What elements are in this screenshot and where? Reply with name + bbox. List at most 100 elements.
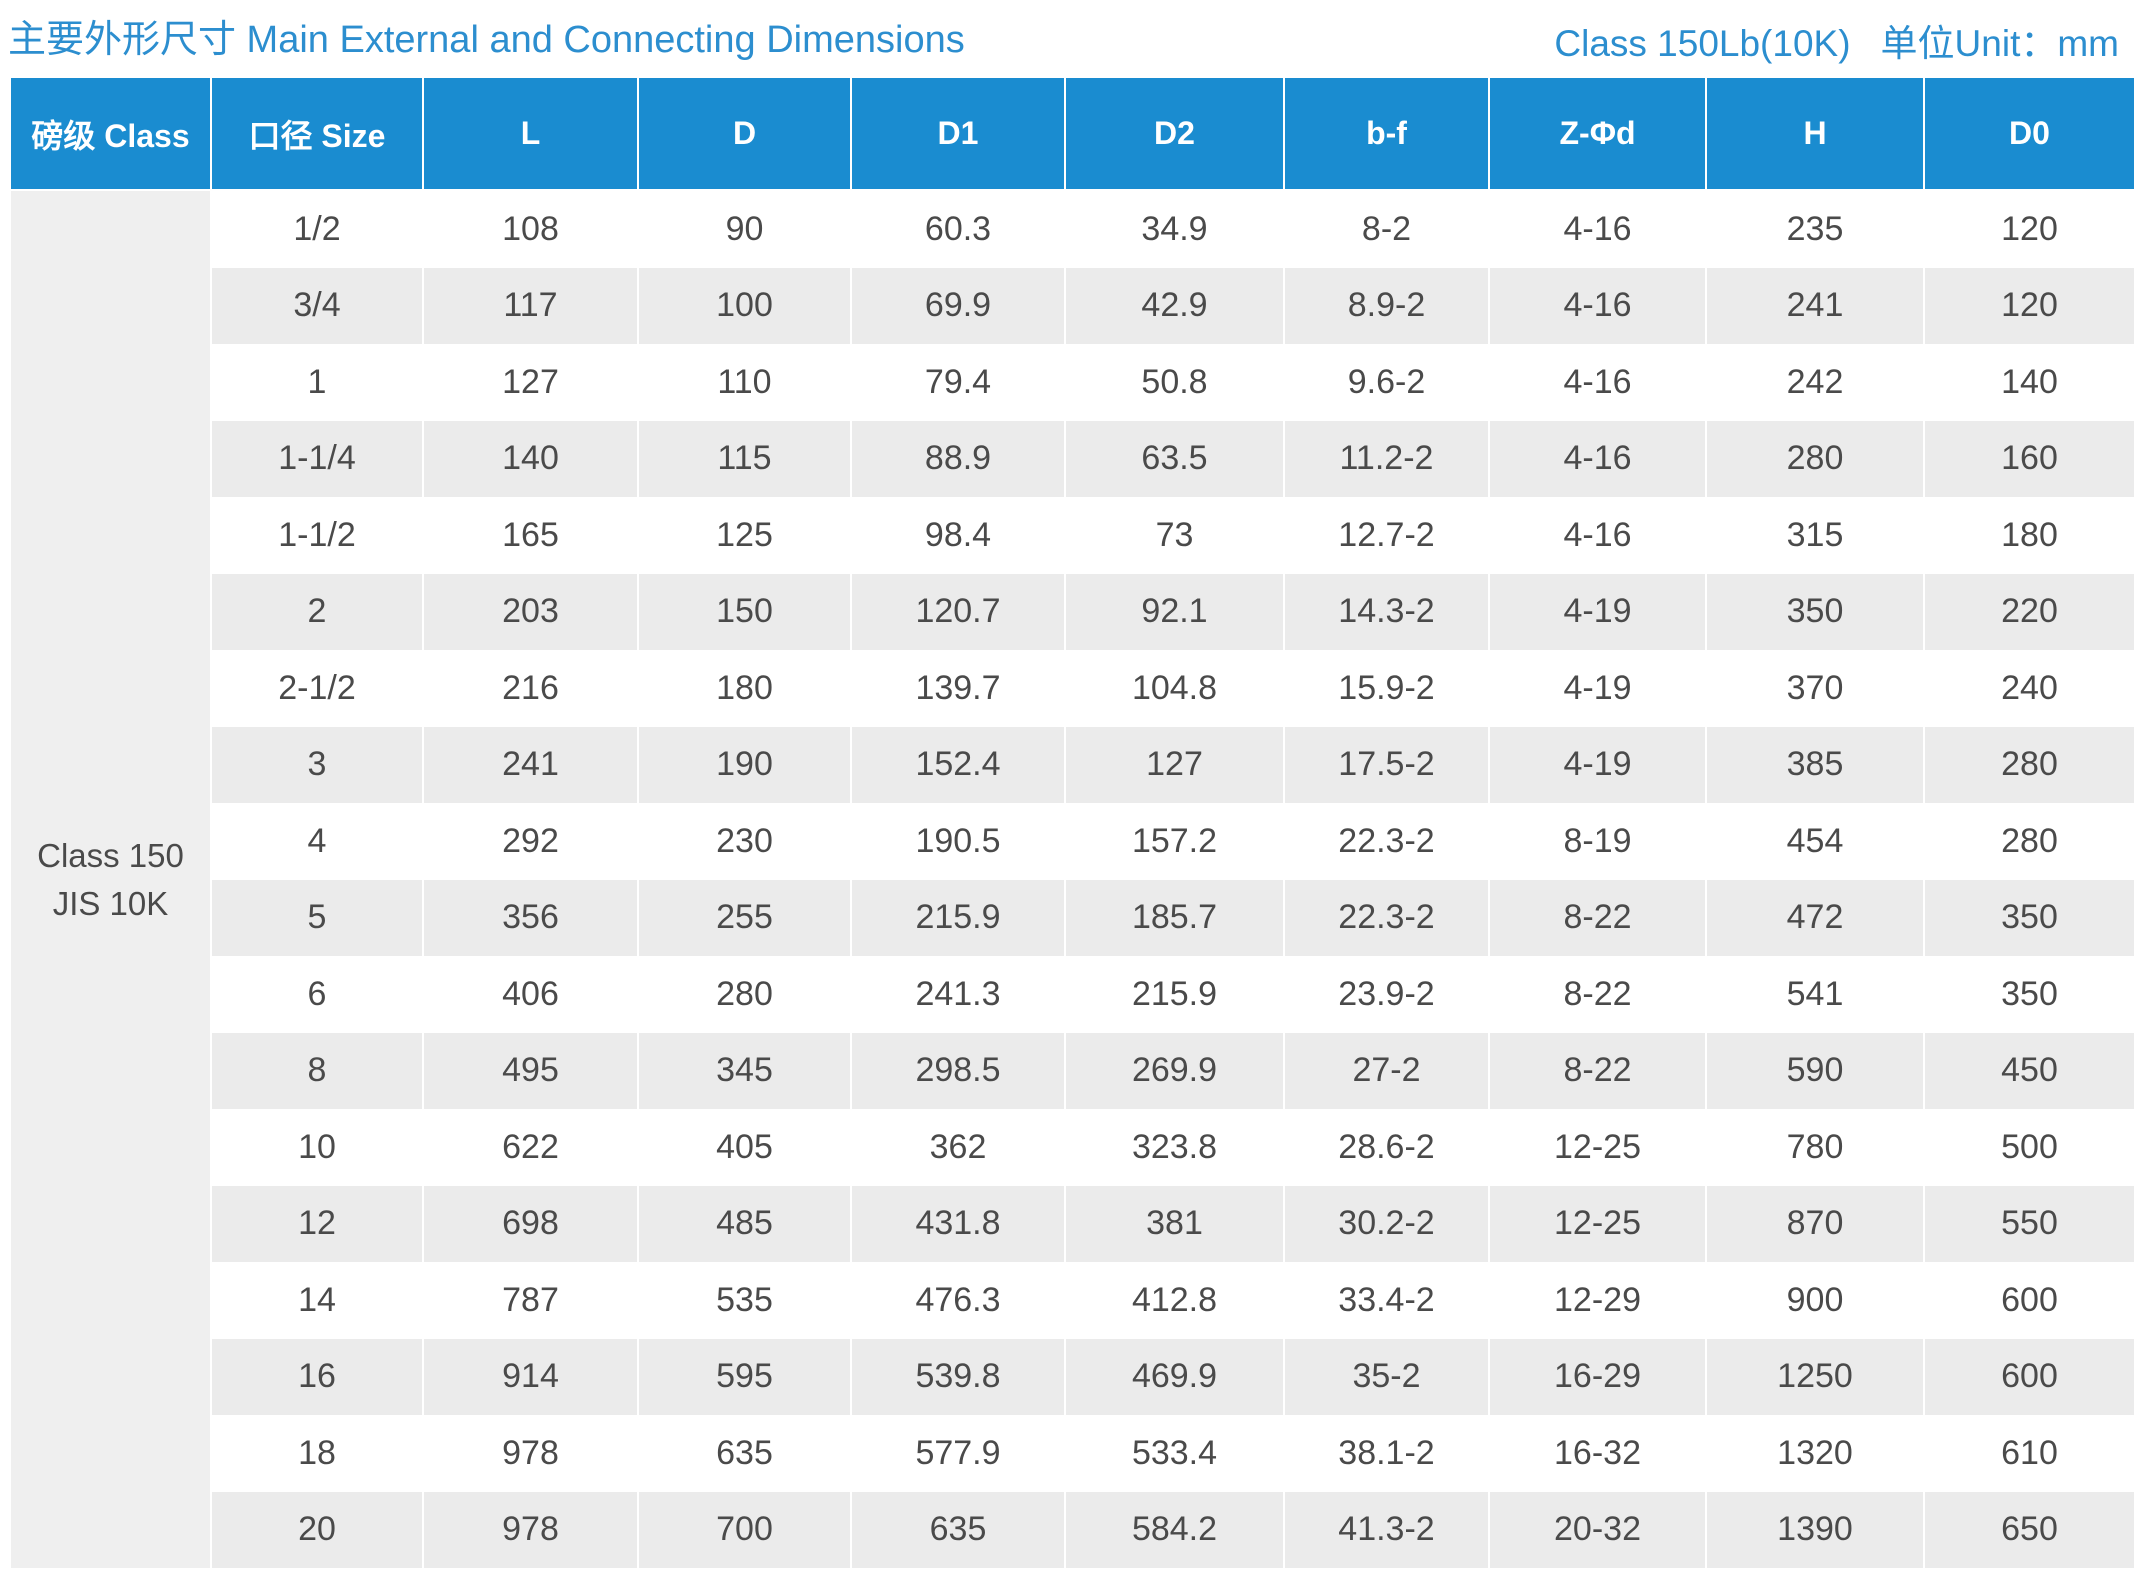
cell-h: 241 [1707, 267, 1925, 344]
cell-z-d: 4-19 [1490, 573, 1707, 650]
cell-b-f: 15.9-2 [1285, 650, 1490, 727]
cell-d2: 469.9 [1066, 1338, 1285, 1415]
cell-h: 235 [1707, 191, 1925, 268]
cell-h: 280 [1707, 420, 1925, 497]
table-body: 1/2 108 90 60.3 34.9 8-2 4-16 235 120 3/4 117 100 69… [212, 191, 2134, 1568]
cell-size: 6 [212, 956, 424, 1033]
cell-size: 14 [212, 1262, 424, 1339]
cell-h: 242 [1707, 344, 1925, 421]
cell-b-f: 27-2 [1285, 1032, 1490, 1109]
cell-d: 345 [639, 1032, 852, 1109]
cell-b-f: 8.9-2 [1285, 267, 1490, 344]
cell-size: 2 [212, 573, 424, 650]
cell-d: 150 [639, 573, 852, 650]
cell-size: 4 [212, 803, 424, 880]
class-group-line-1: Class 150 [37, 836, 184, 874]
cell-z-d: 4-19 [1490, 650, 1707, 727]
table-row: 1-1/4 140 115 88.9 63.5 11.2-2 4-16 280 160 [212, 420, 2134, 497]
cell-d1: 298.5 [852, 1032, 1066, 1109]
table-row: 16 914 595 539.8 469.9 35-2 16-29 1250 600 [212, 1338, 2134, 1415]
class-group-cell: Class 150 JIS 10K [11, 191, 210, 1568]
cell-d0: 350 [2001, 974, 2058, 1013]
cell-d2: 533.4 [1066, 1415, 1285, 1492]
cell-b-f: 12.7-2 [1285, 497, 1490, 574]
cell-h: 900 [1707, 1262, 1925, 1339]
cell-d: 100 [639, 267, 852, 344]
cell-b-f: 17.5-2 [1285, 726, 1490, 803]
table-row: 20 978 700 635 584.2 41.3-2 20-32 1390 650 [212, 1491, 2134, 1568]
cell-d0: 350 [2001, 898, 2058, 937]
cell-b-f: 33.4-2 [1285, 1262, 1490, 1339]
class-group-line-2: JIS 10K [52, 884, 169, 922]
header-h: H [1707, 78, 1925, 189]
cell-d2: 127 [1066, 726, 1285, 803]
cell-d0: 240 [2001, 668, 2058, 707]
cell-d2: 73 [1066, 497, 1285, 574]
cell-size: 3/4 [212, 267, 424, 344]
page-title: 主要外形尺寸 Main External and Connecting Dime… [8, 19, 965, 61]
cell-d: 595 [639, 1338, 852, 1415]
table-row: 5 356 255 215.9 185.7 22.3-2 8-22 472 350 [212, 879, 2134, 956]
cell-d2: 215.9 [1066, 956, 1285, 1033]
cell-size: 3 [212, 726, 424, 803]
table-row: 6 406 280 241.3 215.9 23.9-2 8-22 541 350 [212, 956, 2134, 1033]
cell-b-f: 28.6-2 [1285, 1109, 1490, 1186]
unit-label: 单位Unit：mm [1880, 23, 2119, 64]
cell-z-d: 8-22 [1490, 956, 1707, 1033]
cell-d1: 152.4 [852, 726, 1066, 803]
cell-d2: 92.1 [1066, 573, 1285, 650]
cell-l: 622 [424, 1109, 639, 1186]
cell-l: 203 [424, 573, 639, 650]
cell-d0: 120 [2001, 286, 2058, 325]
cell-b-f: 22.3-2 [1285, 879, 1490, 956]
cell-b-f: 9.6-2 [1285, 344, 1490, 421]
cell-l: 978 [424, 1491, 639, 1568]
cell-d1: 79.4 [852, 344, 1066, 421]
cell-d0: 120 [2001, 209, 2058, 248]
cell-b-f: 41.3-2 [1285, 1491, 1490, 1568]
cell-l: 292 [424, 803, 639, 880]
cell-l: 914 [424, 1338, 639, 1415]
cell-b-f: 11.2-2 [1285, 420, 1490, 497]
cell-d1: 241.3 [852, 956, 1066, 1033]
cell-d0: 220 [2001, 592, 2058, 631]
cell-z-d: 4-16 [1490, 344, 1707, 421]
cell-h: 780 [1707, 1109, 1925, 1186]
cell-l: 978 [424, 1415, 639, 1492]
header-d: D [639, 78, 852, 189]
cell-d1: 88.9 [852, 420, 1066, 497]
table-row: 1 127 110 79.4 50.8 9.6-2 4-16 242 140 [212, 344, 2134, 421]
cell-z-d: 4-16 [1490, 497, 1707, 574]
cell-d: 110 [639, 344, 852, 421]
cell-h: 315 [1707, 497, 1925, 574]
cell-size: 1 [212, 344, 424, 421]
cell-d2: 412.8 [1066, 1262, 1285, 1339]
table-row: 12 698 485 431.8 381 30.2-2 12-25 870 550 [212, 1185, 2134, 1262]
cell-l: 698 [424, 1185, 639, 1262]
cell-d: 115 [639, 420, 852, 497]
cell-h: 472 [1707, 879, 1925, 956]
cell-size: 1-1/2 [212, 497, 424, 574]
cell-d0: 140 [2001, 362, 2058, 401]
cell-d0: 610 [2001, 1433, 2058, 1472]
cell-d: 255 [639, 879, 852, 956]
header-d1: D1 [852, 78, 1066, 189]
cell-d1: 362 [852, 1109, 1066, 1186]
table-row: 4 292 230 190.5 157.2 22.3-2 8-19 454 280 [212, 803, 2134, 880]
cell-d1: 215.9 [852, 879, 1066, 956]
cell-z-d: 16-29 [1490, 1338, 1707, 1415]
cell-d1: 120.7 [852, 573, 1066, 650]
table-row: 2 203 150 120.7 92.1 14.3-2 4-19 350 220 [212, 573, 2134, 650]
cell-size: 1/2 [212, 191, 424, 268]
cell-size: 18 [212, 1415, 424, 1492]
cell-d0: 600 [2001, 1280, 2058, 1319]
table-row: 3/4 117 100 69.9 42.9 8.9-2 4-16 241 120 [212, 267, 2134, 344]
cell-d1: 98.4 [852, 497, 1066, 574]
table-row: 8 495 345 298.5 269.9 27-2 8-22 590 450 [212, 1032, 2134, 1109]
cell-size: 10 [212, 1109, 424, 1186]
header-b-f: b-f [1285, 78, 1490, 189]
cell-b-f: 38.1-2 [1285, 1415, 1490, 1492]
cell-h: 385 [1707, 726, 1925, 803]
cell-d1: 60.3 [852, 191, 1066, 268]
cell-l: 787 [424, 1262, 639, 1339]
